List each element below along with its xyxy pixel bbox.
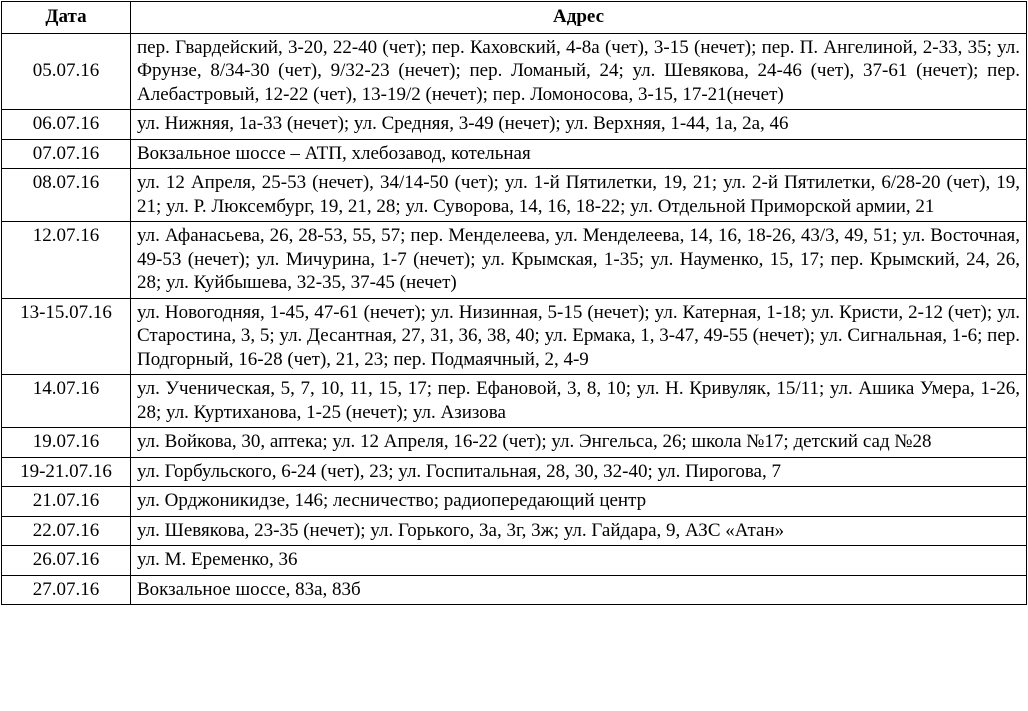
date-cell: 08.07.16 xyxy=(1,168,131,222)
table-row: 21.07.16 ул. Орджоникидзе, 146; лесничест… xyxy=(1,486,1027,517)
table-row: 27.07.16 Вокзальное шоссе, 83а, 83б xyxy=(1,574,1027,605)
table-row: 05.07.16 пер. Гвардейский, 3-20, 22-40 (ч… xyxy=(1,32,1027,110)
table-row: 26.07.16 ул. М. Еременко, 36 xyxy=(1,545,1027,576)
table-row: 14.07.16 ул. Ученическая, 5, 7, 10, 11, 1… xyxy=(1,374,1027,428)
table-header-row: Дата Адрес xyxy=(1,1,1027,34)
date-cell: 21.07.16 xyxy=(1,486,131,517)
date-cell: 19.07.16 xyxy=(1,427,131,458)
date-cell: 05.07.16 xyxy=(1,32,131,110)
address-cell: Вокзальное шоссе – АТП, хлебозавод, коте… xyxy=(130,138,1027,169)
address-cell: ул. Войкова, 30, аптека; ул. 12 Апреля, … xyxy=(130,427,1027,458)
date-cell: 13-15.07.16 xyxy=(1,297,131,375)
column-header-date: Дата xyxy=(1,1,131,34)
table-row: 13-15.07.16 ул. Новогодняя, 1-45, 47-61 (… xyxy=(1,297,1027,375)
address-cell: ул. Афанасьева, 26, 28-53, 55, 57; пер. … xyxy=(130,221,1027,299)
table-body: 05.07.16 пер. Гвардейский, 3-20, 22-40 (ч… xyxy=(1,32,1027,605)
address-cell: ул. Горбульского, 6-24 (чет), 23; ул. Го… xyxy=(130,456,1027,487)
address-cell: ул. Новогодняя, 1-45, 47-61 (нечет); ул.… xyxy=(130,297,1027,375)
table-row: 07.07.16 Вокзальное шоссе – АТП, хлебозав… xyxy=(1,138,1027,169)
date-cell: 07.07.16 xyxy=(1,138,131,169)
address-cell: ул. М. Еременко, 36 xyxy=(130,545,1027,576)
address-cell: ул. 12 Апреля, 25-53 (нечет), 34/14-50 (… xyxy=(130,168,1027,222)
address-cell: пер. Гвардейский, 3-20, 22-40 (чет); пер… xyxy=(130,32,1027,110)
column-header-address: Адрес xyxy=(130,1,1027,34)
address-cell: ул. Ученическая, 5, 7, 10, 11, 15, 17; п… xyxy=(130,374,1027,428)
date-cell: 27.07.16 xyxy=(1,574,131,605)
table-row: 08.07.16 ул. 12 Апреля, 25-53 (нечет), 34… xyxy=(1,168,1027,222)
address-cell: ул. Нижняя, 1а-33 (нечет); ул. Средняя, … xyxy=(130,109,1027,140)
table-row: 06.07.16 ул. Нижняя, 1а-33 (нечет); ул. С… xyxy=(1,109,1027,140)
date-cell: 22.07.16 xyxy=(1,515,131,546)
table-row: 19-21.07.16 ул. Горбульского, 6-24 (чет),… xyxy=(1,456,1027,487)
date-cell: 19-21.07.16 xyxy=(1,456,131,487)
table-row: 22.07.16 ул. Шевякова, 23-35 (нечет); ул.… xyxy=(1,515,1027,546)
date-cell: 26.07.16 xyxy=(1,545,131,576)
outage-schedule-table: Дата Адрес 05.07.16 пер. Гвардейский, 3-2… xyxy=(1,1,1027,605)
address-cell: ул. Шевякова, 23-35 (нечет); ул. Горьког… xyxy=(130,515,1027,546)
date-cell: 06.07.16 xyxy=(1,109,131,140)
table-row: 12.07.16 ул. Афанасьева, 26, 28-53, 55, 5… xyxy=(1,221,1027,299)
table-row: 19.07.16 ул. Войкова, 30, аптека; ул. 12 … xyxy=(1,427,1027,458)
date-cell: 14.07.16 xyxy=(1,374,131,428)
date-cell: 12.07.16 xyxy=(1,221,131,299)
address-cell: ул. Орджоникидзе, 146; лесничество; ради… xyxy=(130,486,1027,517)
address-cell: Вокзальное шоссе, 83а, 83б xyxy=(130,574,1027,605)
